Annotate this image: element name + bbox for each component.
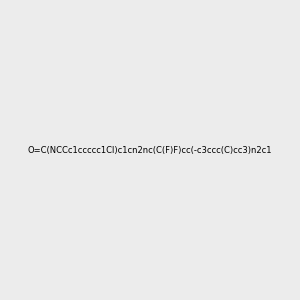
- Text: O=C(NCCc1ccccc1Cl)c1cn2nc(C(F)F)cc(-c3ccc(C)cc3)n2c1: O=C(NCCc1ccccc1Cl)c1cn2nc(C(F)F)cc(-c3cc…: [28, 146, 272, 154]
